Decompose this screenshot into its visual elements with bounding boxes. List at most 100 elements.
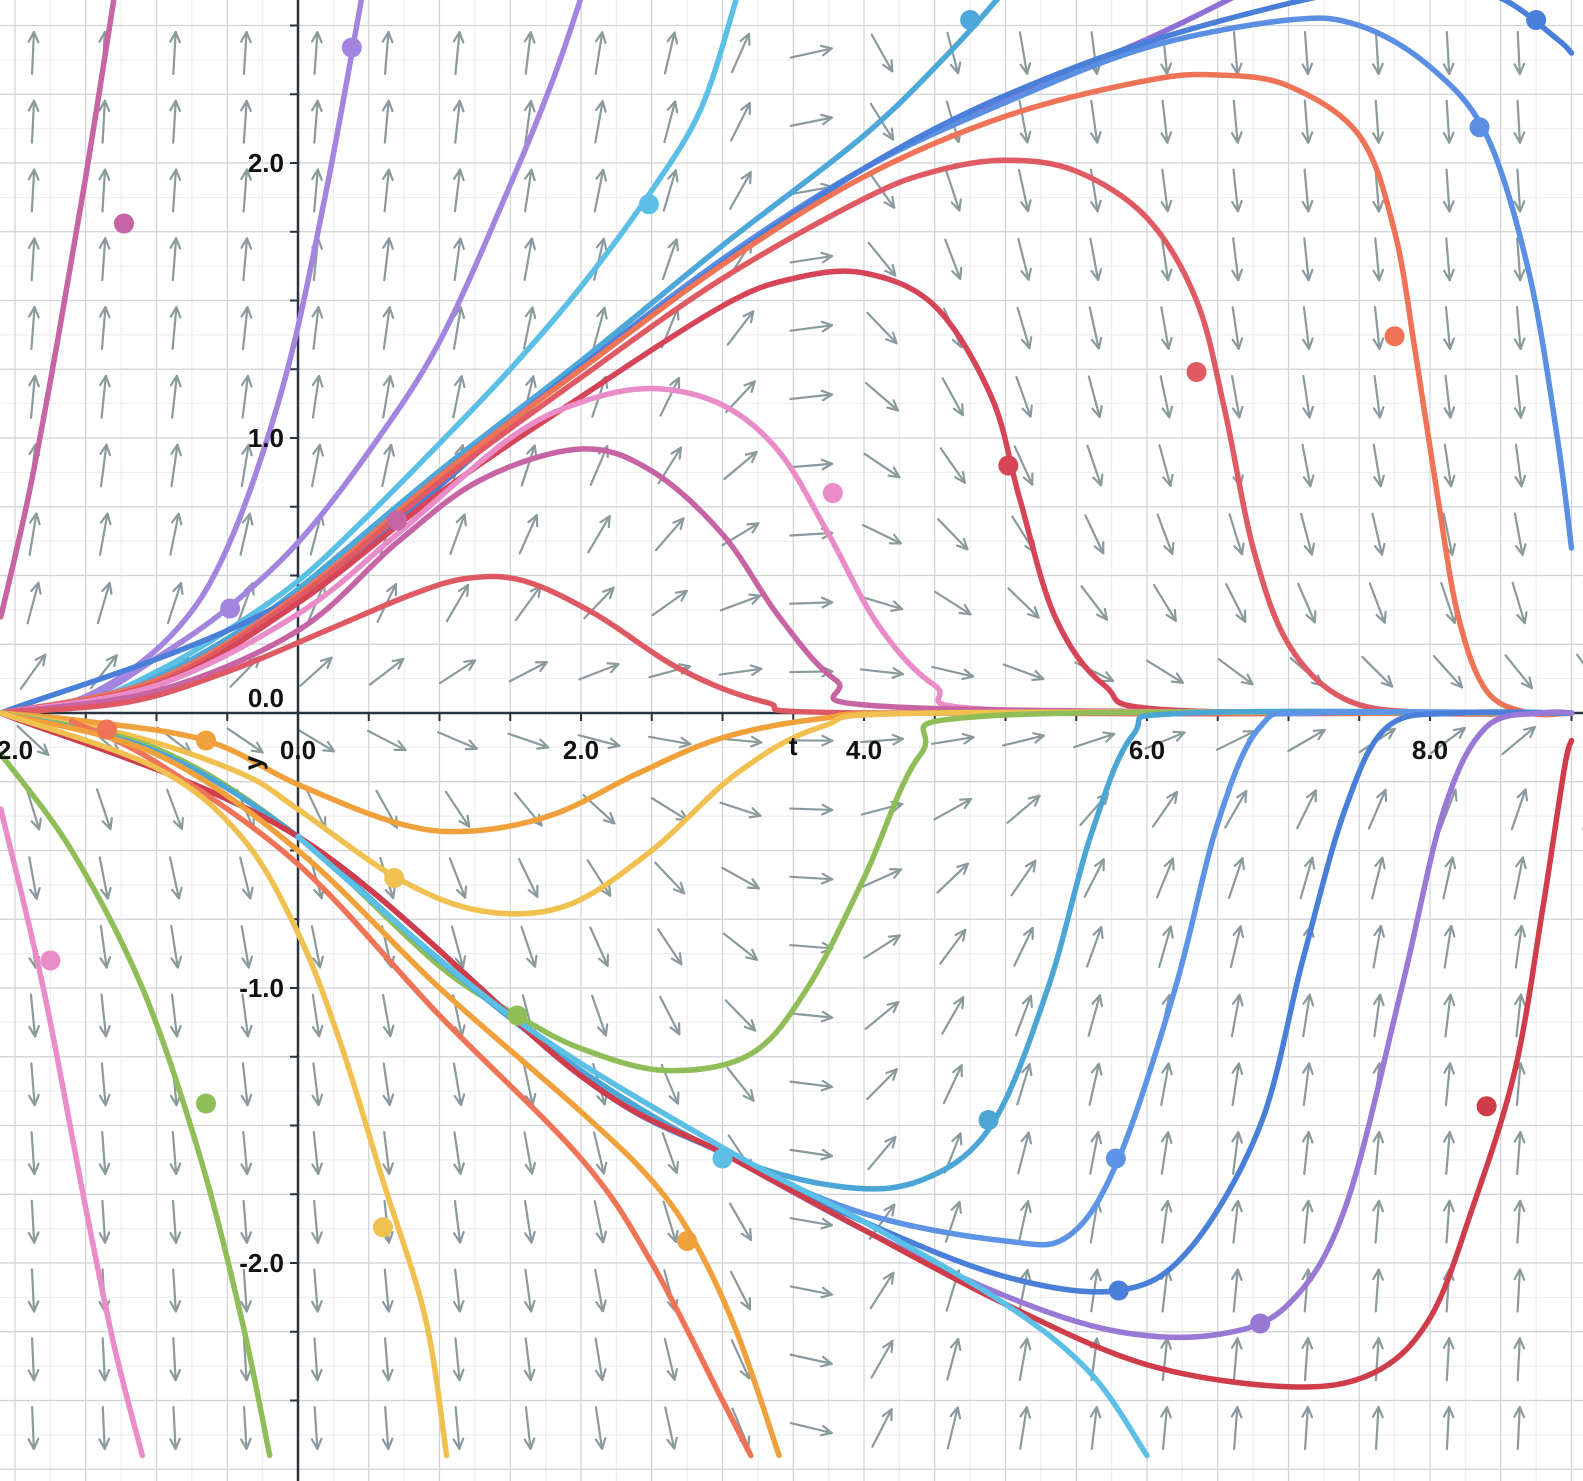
direction-arrow: [169, 168, 182, 213]
arrow-shaft: [454, 1405, 461, 1451]
direction-arrow: [1017, 237, 1032, 281]
direction-arrow: [98, 1199, 111, 1244]
direction-arrow: [169, 1405, 181, 1451]
arrow-head: [1312, 728, 1326, 741]
curve-marker: [1476, 1096, 1497, 1117]
arrow-head: [678, 736, 692, 749]
direction-arrow: [870, 33, 894, 73]
arrow-head: [1240, 673, 1254, 686]
arrow-head: [28, 1024, 40, 1038]
direction-arrow: [239, 512, 254, 556]
direction-arrow: [654, 861, 686, 895]
arrow-head: [1092, 925, 1104, 940]
arrow-head: [1020, 336, 1033, 350]
direction-arrow: [169, 512, 183, 556]
arrow-head: [1513, 1130, 1526, 1144]
direction-arrow: [27, 1337, 40, 1382]
direction-arrow: [930, 732, 975, 745]
arrow-shaft: [719, 594, 762, 612]
arrow-shaft: [1158, 444, 1172, 487]
arrow-head: [525, 444, 538, 458]
direction-arrow: [789, 596, 834, 609]
arrow-head: [882, 127, 895, 141]
arrow-shaft: [523, 168, 533, 213]
arrow-shaft: [172, 99, 177, 144]
direction-arrow: [240, 1268, 252, 1313]
arrow-head: [1170, 672, 1184, 684]
arrow-shaft: [728, 1202, 753, 1242]
arrow-shaft: [171, 1199, 178, 1244]
direction-arrow: [1442, 1337, 1455, 1382]
direction-arrow: [1013, 445, 1034, 486]
direction-arrow: [1371, 856, 1386, 900]
arrow-shaft: [1513, 512, 1524, 556]
direction-arrow: [863, 452, 901, 479]
direction-arrow: [1371, 512, 1386, 556]
arrow-head: [312, 955, 324, 969]
direction-arrow: [1160, 99, 1173, 144]
arrow-shaft: [1440, 581, 1456, 625]
arrow-shaft: [1080, 585, 1109, 621]
arrow-head: [742, 310, 755, 324]
arrow-shaft: [1017, 1200, 1030, 1244]
direction-arrow: [453, 168, 465, 213]
arrow-shaft: [1367, 788, 1387, 830]
arrow-shaft: [1445, 30, 1451, 76]
direction-arrow: [1088, 306, 1103, 350]
arrow-shaft: [453, 237, 462, 282]
direction-arrow: [1302, 993, 1315, 1038]
arrow-head: [743, 1019, 757, 1032]
direction-arrow: [311, 1131, 324, 1175]
arrow-head: [240, 1093, 253, 1107]
arrow-head: [240, 99, 252, 113]
direction-arrow: [1016, 306, 1033, 350]
arrow-head: [382, 374, 395, 388]
direction-arrow: [942, 1064, 963, 1105]
direction-arrow: [789, 1148, 834, 1161]
arrow-shaft: [101, 1130, 107, 1176]
direction-arrow: [1228, 513, 1245, 556]
arrow-shaft: [1228, 513, 1244, 556]
arrow-head: [1089, 1406, 1102, 1419]
arrow-shaft: [30, 1199, 36, 1244]
arrow-shaft: [30, 237, 36, 282]
arrow-head: [169, 237, 182, 250]
arrow-head: [1231, 337, 1244, 350]
arrow-shaft: [1514, 924, 1523, 969]
arrow-shaft: [242, 1268, 248, 1313]
arrow-head: [1373, 924, 1386, 938]
arrow-head: [169, 1231, 182, 1244]
arrow-head: [34, 653, 47, 667]
direction-arrow: [593, 168, 607, 213]
arrow-head: [1443, 1062, 1455, 1075]
arrow-shaft: [101, 1199, 107, 1244]
arrow-shaft: [522, 1062, 534, 1106]
arrow-shaft: [789, 116, 833, 127]
arrow-shaft: [789, 1012, 834, 1019]
arrow-shaft: [382, 306, 391, 350]
arrow-shaft: [369, 657, 405, 686]
direction-arrow: [789, 1010, 834, 1023]
direction-arrow: [1514, 374, 1526, 419]
arrow-head: [170, 955, 183, 969]
direction-arrow: [1302, 306, 1314, 350]
arrow-head: [1301, 1405, 1314, 1419]
arrow-head: [1019, 130, 1032, 144]
direction-arrow: [240, 1062, 253, 1107]
arrow-shaft: [1374, 237, 1381, 282]
direction-arrow: [577, 734, 621, 750]
arrow-shaft: [945, 169, 961, 212]
arrow-head: [28, 1093, 40, 1107]
arrow-shaft: [1361, 655, 1394, 688]
arrow-shaft: [1160, 1131, 1170, 1175]
arrow-head: [670, 952, 683, 966]
curve-marker: [978, 1110, 999, 1130]
arrow-shaft: [1084, 514, 1105, 555]
direction-arrow: [1501, 725, 1537, 756]
arrow-head: [668, 1091, 680, 1105]
direction-arrow: [1372, 1405, 1384, 1451]
direction-arrow: [1017, 1200, 1032, 1244]
arrow-head: [1443, 337, 1455, 351]
arrow-head: [667, 238, 679, 252]
arrow-head: [595, 1299, 607, 1313]
